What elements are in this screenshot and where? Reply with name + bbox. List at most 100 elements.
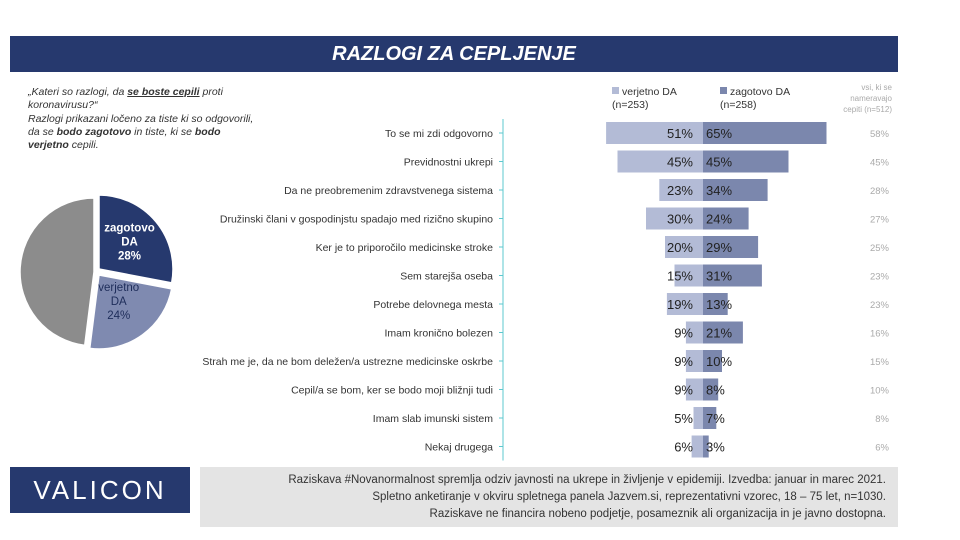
footer-line-2: Spletno anketiranje v okviru spletnega p…	[372, 491, 886, 503]
value-verjetno: 19%	[667, 297, 693, 312]
bar-zagotovo	[703, 435, 709, 458]
value-verjetno: 30%	[667, 212, 693, 227]
value-verjetno: 51%	[667, 126, 693, 141]
note-bold-verjetno: bodo verjetno	[28, 126, 221, 151]
value-all: 15%	[870, 357, 890, 368]
page-title: RAZLOGI ZA CEPLJENJE	[10, 36, 898, 72]
bar-zagotovo	[703, 350, 722, 372]
bar-verjetno	[674, 264, 703, 287]
legend-swatch-verjetno	[612, 87, 619, 94]
bar-zagotovo	[703, 236, 759, 258]
pie-label: 24%	[107, 310, 130, 322]
category-label: Sem starejša oseba	[400, 271, 493, 283]
bar-verjetno	[685, 378, 703, 401]
value-zagotovo: 10%	[706, 354, 732, 369]
category-label: Strah me je, da ne bom deležen/a ustrezn…	[202, 356, 493, 368]
legend-label-verjetno: verjetno DA	[622, 86, 677, 98]
pie-label: zagotovo	[104, 222, 154, 234]
category-label: To se mi zdi odgovorno	[385, 128, 493, 140]
note-post: cepili.	[68, 139, 99, 151]
value-zagotovo: 21%	[706, 326, 732, 341]
value-verjetno: 5%	[674, 411, 693, 426]
value-all: 23%	[870, 300, 890, 311]
footer-line-3: Raziskave ne financira nobeno podjetje, …	[429, 508, 886, 520]
value-all: 8%	[875, 414, 889, 425]
value-zagotovo: 8%	[706, 383, 725, 398]
value-all: 28%	[870, 186, 890, 197]
footer-line-1: Raziskava #Novanormalnost spremlja odziv…	[288, 474, 886, 486]
category-label: Da ne preobremenim zdravstvenega sistema	[284, 185, 493, 197]
value-all: 25%	[870, 243, 890, 254]
bar-verjetno	[665, 236, 703, 258]
question-note: Razlogi prikazani ločeno za tiste ki so …	[28, 113, 258, 152]
bar-verjetno	[685, 321, 703, 344]
value-all: 27%	[870, 215, 890, 226]
value-zagotovo: 7%	[706, 411, 725, 426]
bar-zagotovo	[703, 293, 728, 315]
value-zagotovo: 31%	[706, 269, 732, 284]
value-zagotovo: 24%	[706, 212, 732, 227]
bar-zagotovo	[703, 207, 749, 230]
bar-verjetno	[691, 435, 703, 458]
bar-zagotovo	[703, 321, 743, 344]
value-zagotovo: 13%	[706, 297, 732, 312]
pie-slice	[98, 194, 174, 284]
bar-verjetno	[646, 207, 703, 230]
value-zagotovo: 45%	[706, 155, 732, 170]
value-verjetno: 15%	[667, 269, 693, 284]
bar-zagotovo	[703, 122, 827, 144]
pie-label: 28%	[118, 250, 141, 262]
value-verjetno: 9%	[674, 354, 693, 369]
pie-slice	[88, 274, 173, 350]
bar-zagotovo	[703, 264, 762, 287]
value-all: 6%	[875, 443, 889, 454]
value-all: 45%	[870, 158, 890, 169]
legend-n-zagotovo: (n=258)	[720, 99, 757, 111]
category-label: Previdnostni ukrepi	[404, 157, 493, 169]
pie-label: DA	[111, 296, 127, 308]
bar-zagotovo	[703, 150, 789, 173]
bar-verjetno	[606, 122, 703, 144]
pie-slice	[19, 197, 95, 347]
footer-note: Raziskava #Novanormalnost spremlja odziv…	[200, 467, 898, 527]
category-label: Imam slab imunski sistem	[373, 413, 493, 425]
value-zagotovo: 3%	[706, 440, 725, 455]
legend-n-verjetno: (n=253)	[612, 99, 649, 111]
question-post: proti koronavirusu?“	[28, 86, 223, 111]
value-zagotovo: 34%	[706, 183, 732, 198]
legend-label-zagotovo: zagotovo DA	[730, 86, 791, 98]
category-label: Imam kronično bolezen	[384, 328, 493, 340]
bar-zagotovo	[703, 179, 768, 201]
value-verjetno: 9%	[674, 383, 693, 398]
legend-verjetno: verjetno DA (n=253)	[612, 86, 677, 112]
category-label: Cepil/a se bom, ker se bodo moji bližnji…	[291, 385, 493, 397]
valicon-logo: VALICON	[10, 467, 190, 513]
pie-label: verjetno	[98, 282, 139, 294]
category-label: Družinski člani v gospodinjstu spadajo m…	[220, 214, 493, 226]
value-all: 10%	[870, 386, 890, 397]
question-text: „Kateri so razlogi, da se boste cepili p…	[28, 86, 258, 152]
value-all: 58%	[870, 129, 890, 140]
legend-swatch-zagotovo	[720, 87, 727, 94]
value-all: 23%	[870, 272, 890, 283]
category-label: Potrebe delovnega mesta	[373, 299, 493, 311]
note-pre: Razlogi prikazani ločeno za tiste ki so …	[28, 113, 254, 138]
bar-zagotovo	[703, 378, 719, 401]
value-zagotovo: 65%	[706, 126, 732, 141]
bar-verjetno	[693, 407, 703, 429]
note-mid: in tiste, ki se	[131, 126, 195, 138]
category-label: Nekaj drugega	[425, 442, 493, 454]
question-bold: se boste cepili	[127, 86, 200, 98]
category-label: Ker je to priporočilo medicinske stroke	[316, 242, 494, 254]
legend-all: vsi, ki se nameravajo cepiti (n=512)	[843, 83, 892, 114]
bar-verjetno	[659, 179, 703, 201]
legend-zagotovo: zagotovo DA (n=258)	[720, 86, 790, 112]
value-verjetno: 9%	[674, 326, 693, 341]
pie-label: DA	[121, 236, 138, 248]
note-bold-zagotovo: bodo zagotovo	[56, 126, 132, 138]
value-verjetno: 20%	[667, 240, 693, 255]
value-verjetno: 6%	[674, 440, 693, 455]
value-verjetno: 23%	[667, 183, 693, 198]
value-all: 16%	[870, 329, 890, 340]
